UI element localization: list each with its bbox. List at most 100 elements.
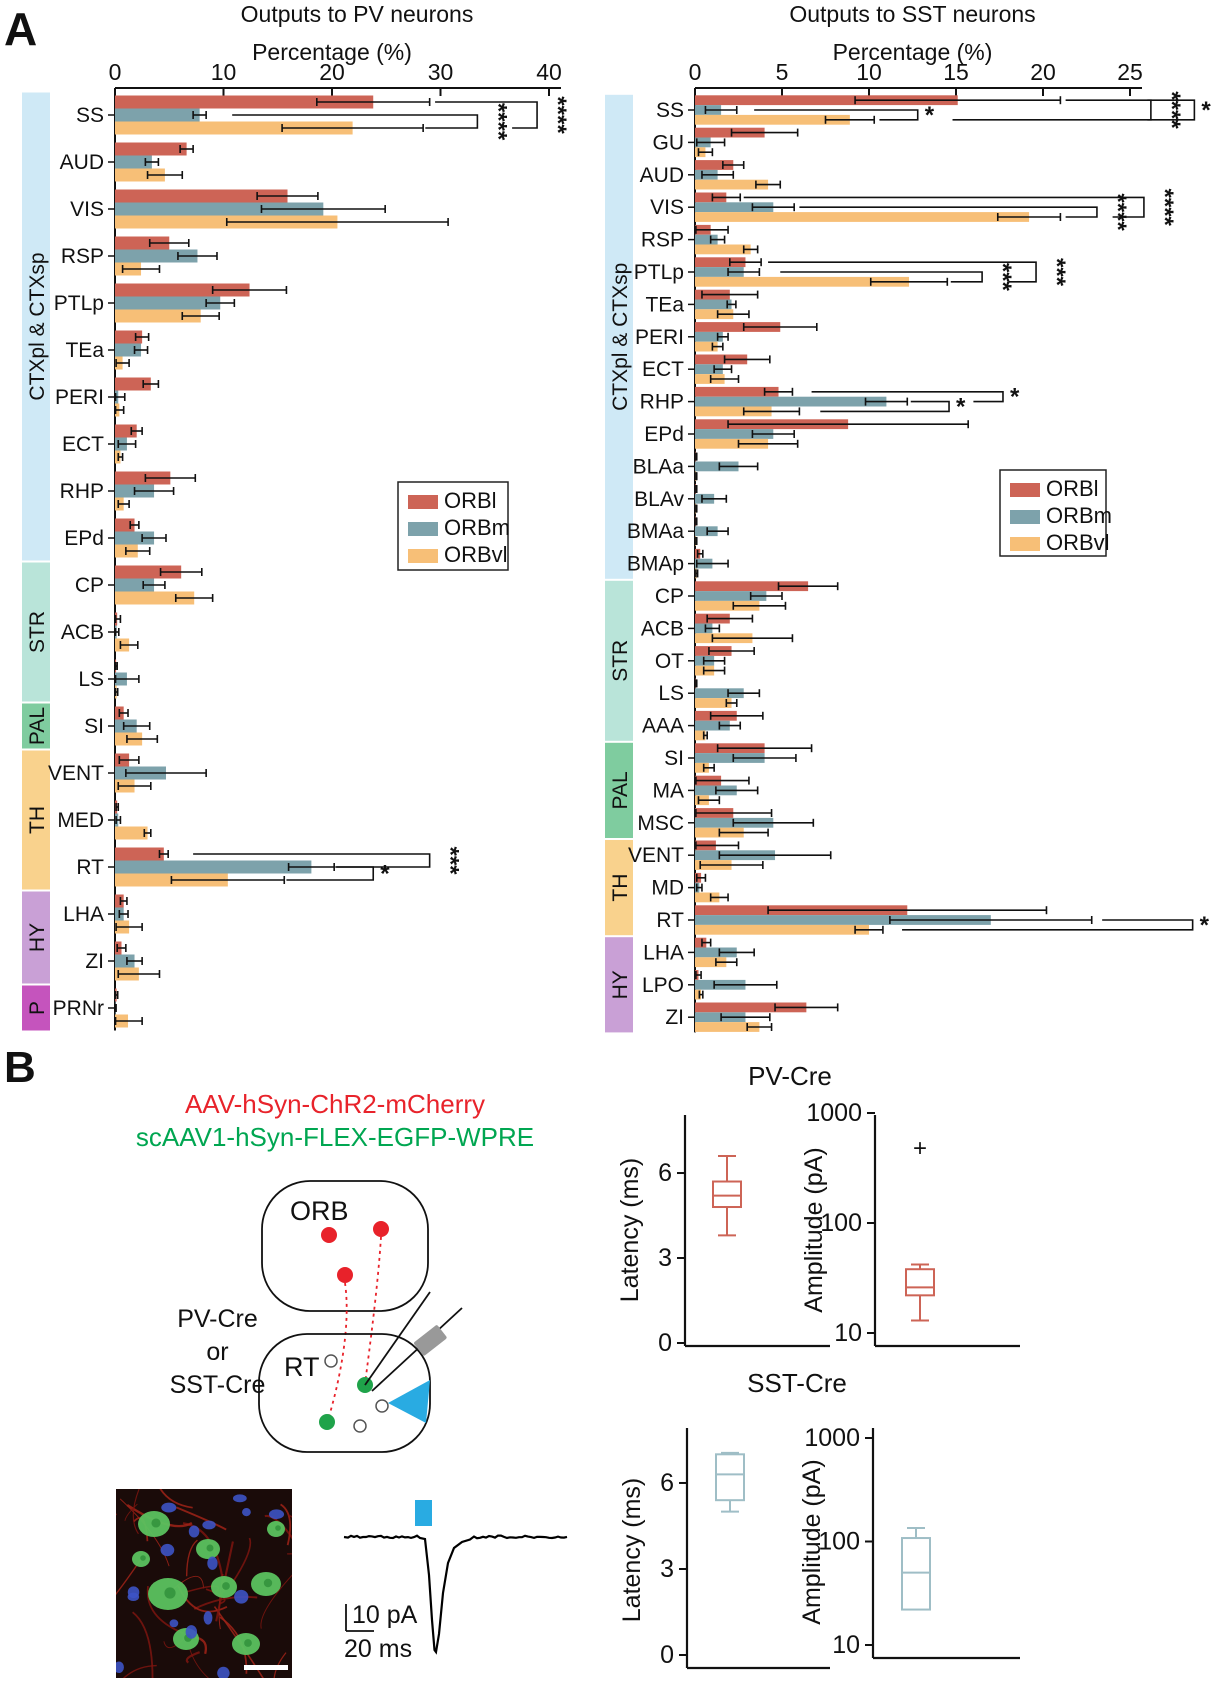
axon-path: [364, 1236, 382, 1385]
category-label: AUD: [640, 164, 684, 187]
category-label: SI: [84, 715, 104, 738]
cell-nucleolus: [263, 1578, 273, 1588]
blue-nucleus: [160, 1543, 175, 1557]
bar-LHA-ORBvl: [695, 957, 727, 968]
category-label: VENT: [48, 762, 104, 785]
injection-site-dot: [373, 1221, 389, 1237]
sig-stars: *: [1200, 912, 1210, 939]
category-label: RSP: [641, 229, 684, 252]
bar-ACB-ORBm: [695, 623, 713, 634]
panel-b-schematic: ORB RT 10 pA 20 ms: [116, 1180, 568, 1678]
virus-label-egfp: scAAV1-hSyn-FLEX-EGFP-WPRE: [135, 1122, 535, 1152]
bar-LS-ORBvl: [695, 698, 732, 708]
sig-bracket: [768, 261, 1037, 283]
rt-label: RT: [284, 1352, 320, 1382]
bar-ECT-ORBl: [695, 354, 748, 365]
bar-SS-ORBl: [695, 95, 958, 106]
category-label: BLAv: [634, 488, 684, 511]
outlier-marker: +: [913, 1135, 927, 1162]
bar-AUD-ORBvl: [115, 168, 165, 182]
group-band-STR: [22, 562, 50, 702]
orb-region: [261, 1180, 429, 1312]
labeled-cell-dot: [319, 1414, 335, 1430]
bar-ECT-ORBm: [695, 364, 723, 375]
bar-PERI-ORBl: [115, 377, 151, 391]
cell-nucleolus: [206, 1544, 214, 1552]
bar-RHP-ORBl: [115, 471, 171, 485]
chart-title: Outputs to SST neurons: [789, 1, 1035, 27]
bar-LHA-ORBl: [695, 937, 707, 948]
bar-EPd-ORBm: [695, 429, 774, 439]
bar-BMAa-ORBm: [695, 526, 718, 537]
category-label: GU: [653, 131, 685, 154]
category-label: BMAa: [627, 520, 685, 543]
category-label: RHP: [640, 391, 684, 414]
pv-bar-chart: CTXpl & CTXsp STR PAL TH HY P Outputs to PV ne…: [22, 1, 571, 1031]
y-tick-label: 10: [834, 1319, 862, 1347]
y-tick-label: 100: [818, 1528, 860, 1556]
cell-nucleolus: [164, 1587, 176, 1599]
sig-bracket: [811, 391, 1004, 403]
pipette-line: [364, 1291, 431, 1386]
bar-CP-ORBvl: [695, 600, 760, 611]
sig-bracket: [902, 919, 1194, 931]
category-label: LHA: [643, 941, 684, 964]
red-fiber: [122, 1664, 157, 1678]
bar-RHP-ORBl: [695, 386, 779, 397]
group-band-STR: [605, 580, 633, 741]
legend-label-ORBm: ORBm: [1046, 503, 1112, 528]
virus-label-chr2: AAV-hSyn-ChR2-mCherry: [184, 1089, 486, 1119]
bar-ECT-ORBvl: [695, 374, 725, 384]
group-label: TH: [609, 874, 632, 902]
bar-AUD-ORBvl: [695, 179, 769, 190]
category-label: ACB: [641, 617, 684, 640]
x-tick-label: 20: [319, 59, 345, 85]
cre-line-sst: SST-Cre: [169, 1371, 266, 1399]
bar-RHP-ORBm: [695, 396, 887, 407]
bar-RSP-ORBl: [115, 236, 170, 250]
bar-BLAa-ORBm: [695, 461, 739, 472]
bar-ZI-ORBl: [695, 1002, 807, 1013]
chart-title: Outputs to PV neurons: [241, 1, 474, 27]
group-label: P: [26, 1001, 49, 1015]
bar-CP-ORBm: [695, 591, 767, 601]
bar-SS-ORBvl: [115, 121, 353, 135]
bar-LHA-ORBl: [115, 894, 124, 908]
sig-bracket: [232, 114, 479, 129]
bar-CP-ORBm: [115, 578, 155, 592]
image-content: [116, 1489, 292, 1678]
sig-bracket: [780, 271, 983, 283]
pipette-line: [371, 1307, 463, 1392]
y-axis-label: Amplitude (pA): [798, 1459, 826, 1624]
sig-stars: ****: [544, 96, 571, 134]
group-band-P: [22, 985, 50, 1031]
red-fiber: [260, 1574, 292, 1629]
bar-PTLp-ORBm: [115, 296, 221, 310]
group-band-HY: [605, 937, 633, 1033]
blue-nucleus: [188, 1525, 200, 1538]
category-label: SI: [664, 747, 684, 770]
box: [712, 1180, 742, 1209]
bar-CP-ORBvl: [115, 591, 195, 605]
category-label: PTLp: [634, 261, 684, 284]
bar-LPO-ORBvl: [695, 989, 702, 1000]
current-trace: [343, 1534, 568, 1655]
y-tick-label: 3: [658, 1244, 672, 1272]
legend-label-ORBvl: ORBvl: [1046, 530, 1110, 555]
bar-MD-ORBvl: [695, 892, 720, 903]
scalebar-current-label: 10 pA: [352, 1601, 418, 1629]
image-scale-bar: [244, 1665, 288, 1670]
bar-PERI-ORBvl: [695, 341, 718, 352]
legend-label-ORBl: ORBl: [444, 488, 497, 513]
bar-AAA-ORBvl: [695, 730, 706, 741]
legend-swatch-ORBl: [408, 495, 438, 509]
sig-stars: *: [380, 861, 390, 888]
category-label: CP: [75, 574, 104, 597]
bar-TEa-ORBm: [695, 299, 732, 310]
category-label: VIS: [70, 198, 104, 221]
group-label: CTXpl & CTXsp: [26, 252, 49, 400]
panel-b-label: B: [4, 1043, 36, 1092]
sig-bracket: [754, 109, 919, 121]
category-label: EPd: [64, 527, 104, 550]
bar-RSP-ORBm: [115, 249, 198, 263]
